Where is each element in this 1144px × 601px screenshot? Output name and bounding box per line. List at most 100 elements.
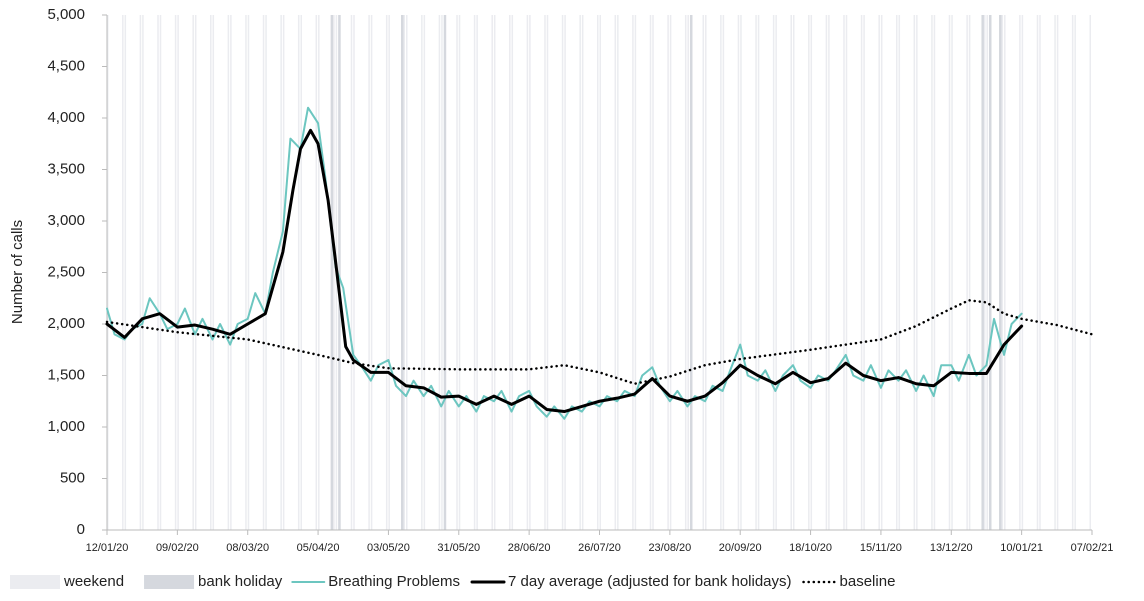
- series-line: [106, 106, 1023, 420]
- weekend-band: [388, 15, 390, 530]
- weekend-band: [142, 15, 144, 530]
- weekend-band: [262, 15, 265, 530]
- weekend-band: [968, 15, 971, 530]
- weekend-band: [916, 15, 918, 530]
- weekend-band: [493, 15, 496, 530]
- weekend-band: [1004, 15, 1006, 530]
- weekend-band: [509, 15, 511, 530]
- y-tick-label: 0: [77, 521, 85, 538]
- weekend-band: [280, 15, 282, 530]
- weekend-band: [1056, 15, 1059, 530]
- weekend-band: [300, 15, 302, 530]
- weekend-band: [808, 15, 810, 530]
- weekend-band: [491, 15, 493, 530]
- bank-holiday-band: [981, 15, 984, 530]
- x-tick-label: 18/10/20: [789, 542, 832, 554]
- legend-label: baseline: [840, 573, 896, 590]
- weekend-band: [157, 15, 159, 530]
- weekend-band: [828, 15, 830, 530]
- x-tick-label: 15/11/20: [860, 542, 902, 554]
- weekend-band: [775, 15, 777, 530]
- x-tick-label: 03/05/20: [367, 542, 410, 554]
- weekend-band: [473, 15, 476, 530]
- y-tick-label: 4,500: [47, 57, 85, 74]
- weekend-band: [458, 15, 461, 530]
- x-tick-label: 20/09/20: [719, 542, 762, 554]
- legend-label: bank holiday: [198, 573, 283, 590]
- weekend-band: [1036, 15, 1039, 530]
- weekend-band: [845, 15, 848, 530]
- weekend-band: [880, 15, 883, 530]
- legend-swatch: [10, 575, 60, 589]
- y-tick-label: 4,000: [47, 109, 85, 126]
- weekend-band: [948, 15, 951, 530]
- x-tick-label: 12/01/20: [86, 542, 129, 554]
- weekend-band: [368, 15, 370, 530]
- weekend-band: [353, 15, 355, 530]
- x-tick-label: 07/02/21: [1071, 542, 1114, 554]
- series-line: [105, 128, 1024, 414]
- weekend-band: [546, 15, 549, 530]
- weekend-band: [687, 15, 689, 530]
- y-axis-label: Number of calls: [9, 220, 26, 324]
- bank-holiday-band: [330, 15, 334, 530]
- x-tick-label: 09/02/20: [156, 542, 199, 554]
- weekend-band: [245, 15, 247, 530]
- bank-holiday-band: [443, 15, 447, 530]
- bank-holiday-band: [400, 15, 404, 530]
- weekend-band: [247, 15, 250, 530]
- weekend-band: [476, 15, 478, 530]
- weekend-band: [825, 15, 828, 530]
- weekend-band: [297, 15, 300, 530]
- weekend-band: [526, 15, 529, 530]
- weekend-band: [333, 15, 335, 530]
- weekend-band: [230, 15, 232, 530]
- y-tick-label: 2,500: [47, 263, 85, 280]
- weekend-band: [1054, 15, 1056, 530]
- weekend-band: [385, 15, 388, 530]
- weekend-band: [423, 15, 426, 530]
- y-tick-label: 3,000: [47, 212, 85, 229]
- weekend-band: [755, 15, 757, 530]
- bank-holiday-band: [689, 15, 693, 530]
- weekend-band: [194, 15, 197, 530]
- weekend-band: [634, 15, 637, 530]
- x-tick-label: 23/08/20: [648, 542, 691, 554]
- weekend-band: [124, 15, 127, 530]
- bank-holiday-band: [988, 15, 992, 530]
- y-tick-label: 500: [60, 469, 85, 486]
- weekend-band: [561, 15, 564, 530]
- x-tick-label: 26/07/20: [578, 542, 621, 554]
- weekend-band: [863, 15, 865, 530]
- weekend-band: [740, 15, 742, 530]
- y-tick-label: 3,500: [47, 160, 85, 177]
- weekend-band: [669, 15, 672, 530]
- weekend-band: [931, 15, 933, 530]
- weekend-band: [421, 15, 423, 530]
- weekend-band: [722, 15, 725, 530]
- weekend-band: [511, 15, 514, 530]
- series-line: [105, 299, 1094, 385]
- weekend-band: [177, 15, 179, 530]
- weekend-band: [403, 15, 406, 530]
- x-tick-label: 31/05/20: [437, 542, 480, 554]
- weekend-band: [810, 15, 813, 530]
- weekend-band: [318, 15, 320, 530]
- weekend-band: [983, 15, 986, 530]
- y-tick-label: 1,000: [47, 418, 85, 435]
- legend-label: Breathing Problems: [328, 573, 460, 590]
- legend-label: 7 day average (adjusted for bank holiday…: [508, 573, 792, 590]
- weekend-band: [139, 15, 142, 530]
- y-tick-label: 1,500: [47, 366, 85, 383]
- weekend-band: [878, 15, 880, 530]
- weekend-band: [772, 15, 775, 530]
- weekend-band: [438, 15, 441, 530]
- weekend-band: [579, 15, 581, 530]
- weekend-band: [951, 15, 953, 530]
- weekend-band: [282, 15, 285, 530]
- weekend-band: [441, 15, 443, 530]
- weekend-band: [529, 15, 531, 530]
- legend-swatch: [144, 575, 195, 589]
- weekend-band: [860, 15, 863, 530]
